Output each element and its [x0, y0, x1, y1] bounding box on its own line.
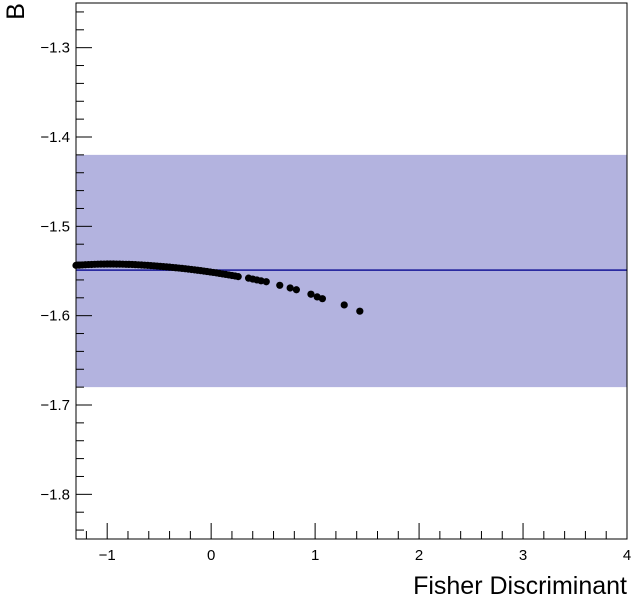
- x-axis-title: Fisher Discriminant: [413, 572, 627, 600]
- y-tick-label: −1.4: [40, 129, 70, 146]
- y-tick-label: −1.3: [40, 40, 70, 57]
- y-tick-label: −1.5: [40, 218, 70, 235]
- data-point: [318, 295, 326, 303]
- x-tick-label: 2: [415, 547, 423, 564]
- data-point: [234, 273, 242, 281]
- data-point: [340, 301, 348, 309]
- data-point: [276, 281, 284, 289]
- data-point: [292, 286, 300, 294]
- axes: −1 0 1 2 3 4 −1.3 −1.4 −1.5 −1.6 −1.7 −1.8: [40, 11, 631, 564]
- data-point: [262, 278, 270, 286]
- x-tick-label: −1: [99, 547, 116, 564]
- data-point: [356, 307, 364, 315]
- x-tick-label: 0: [207, 547, 215, 564]
- data-point: [286, 284, 294, 292]
- y-tick-label: −1.8: [40, 486, 70, 503]
- plot-frame: [75, 2, 628, 540]
- x-tick-label: 4: [623, 547, 631, 564]
- y-tick-label: −1.6: [40, 308, 70, 325]
- data-point: [307, 290, 315, 298]
- x-tick-label: 1: [311, 547, 319, 564]
- y-tick-label: −1.7: [40, 397, 70, 414]
- y-axis-title: B: [2, 3, 30, 20]
- data-points: [72, 260, 364, 315]
- x-tick-label: 3: [519, 547, 527, 564]
